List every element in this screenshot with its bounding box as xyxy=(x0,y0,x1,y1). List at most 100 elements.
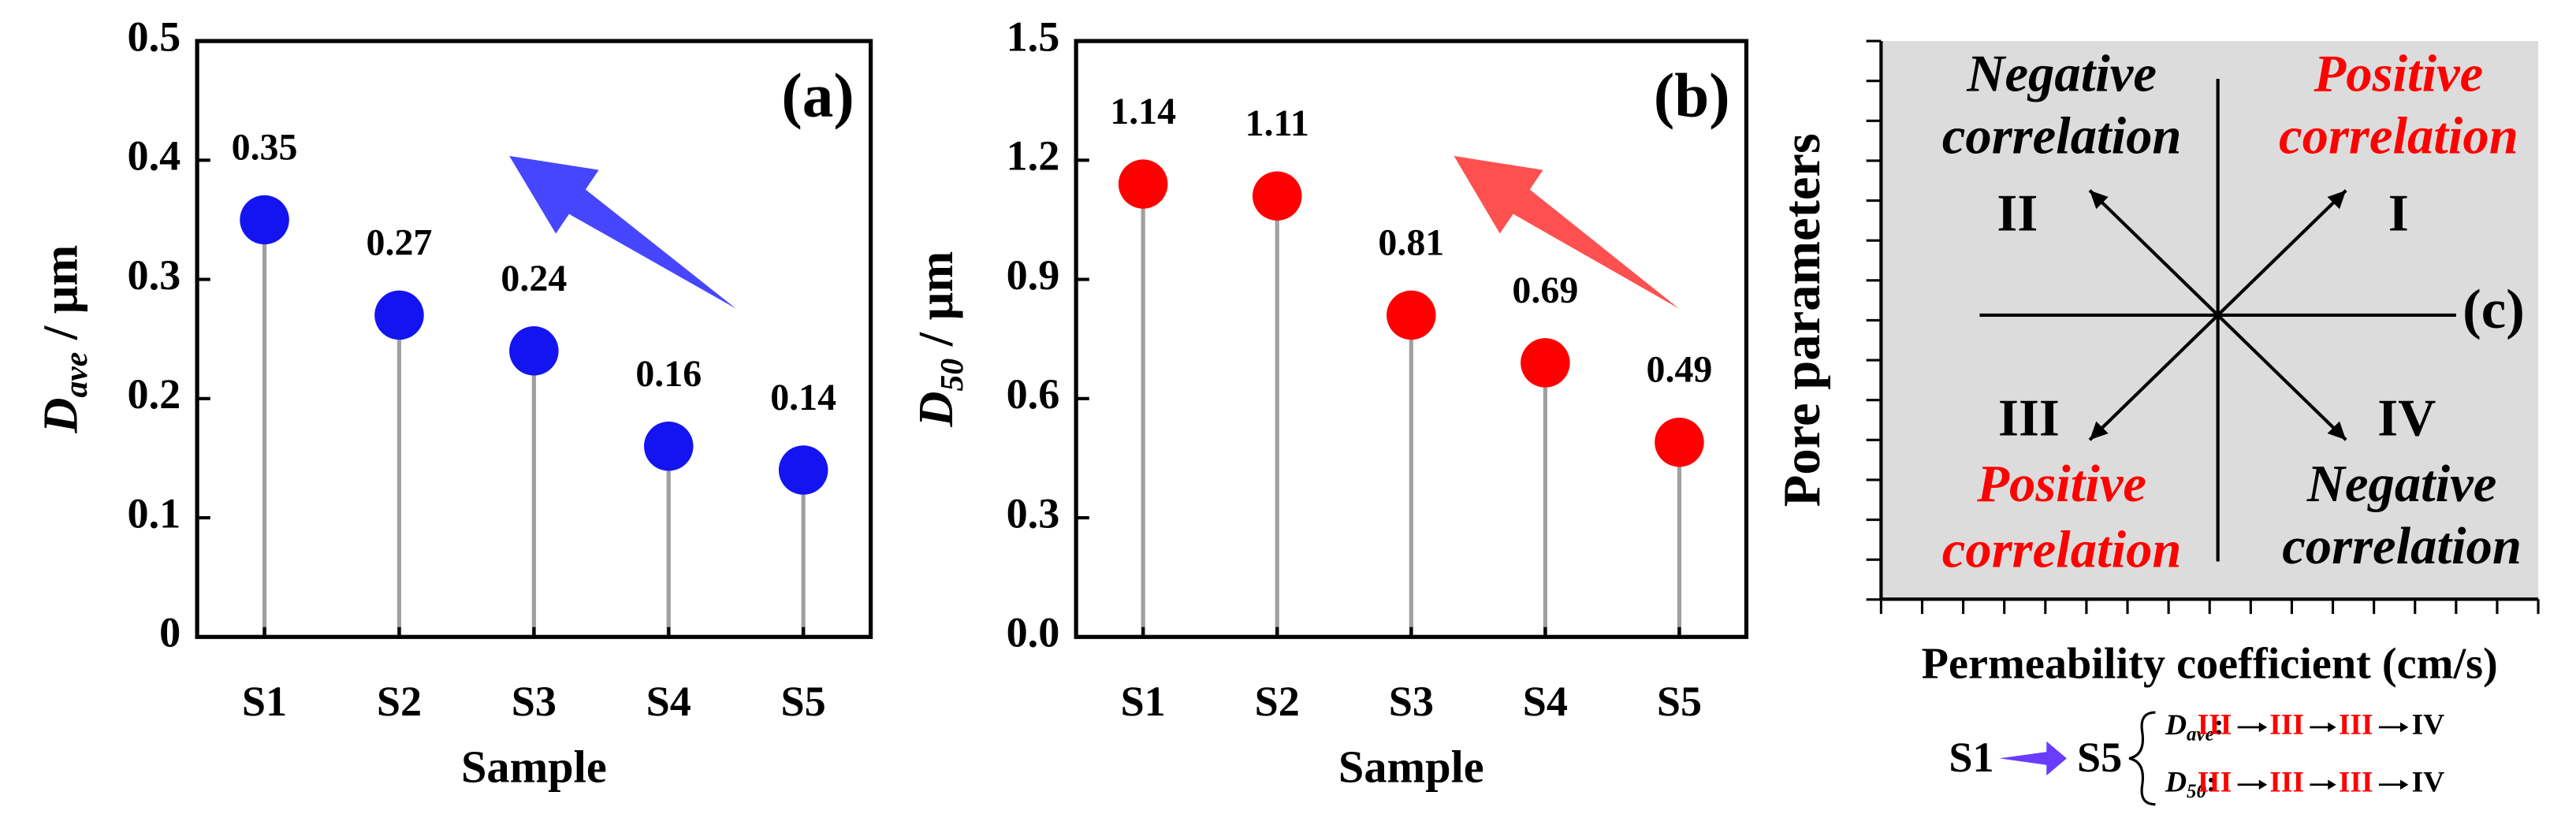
arrow xyxy=(1454,155,1680,309)
arrow-head xyxy=(2090,421,2109,441)
x-axis-title: Sample xyxy=(461,741,607,792)
x-tick-label: S5 xyxy=(1657,678,1702,725)
legend-to: S5 xyxy=(2077,734,2122,781)
arrow xyxy=(509,155,736,309)
legend-stage: III xyxy=(2198,766,2232,798)
diag-arrow xyxy=(2088,189,2220,317)
value-label: 0.35 xyxy=(232,126,298,168)
quadrant-label: correlation xyxy=(1942,107,2182,165)
x-axis-title: Sample xyxy=(1338,741,1484,792)
value-label: 0.49 xyxy=(1647,349,1713,391)
quadrant-label: Negative xyxy=(2306,455,2497,513)
x-tick-label: S3 xyxy=(1389,678,1434,725)
legend-stage: IV xyxy=(2412,766,2445,798)
x-tick-label: S2 xyxy=(377,678,422,725)
arrow-head xyxy=(2327,190,2347,210)
legend-stage: III xyxy=(2269,766,2304,798)
y-axis-title: D50 / μm xyxy=(909,251,970,428)
legend-arrow-head xyxy=(2399,779,2409,790)
y-tick-label: 0.2 xyxy=(128,370,181,418)
y-tick-label: 0.4 xyxy=(128,132,181,180)
marker xyxy=(240,195,289,245)
y-tick-label: 0.3 xyxy=(1007,489,1060,537)
y-axis-symbol: D xyxy=(33,398,88,434)
value-label: 1.11 xyxy=(1245,102,1309,144)
y-axis-unit: / μm xyxy=(909,251,964,359)
marker xyxy=(778,445,828,495)
value-label: 0.81 xyxy=(1378,221,1444,263)
legend-arrow-head xyxy=(2258,722,2268,733)
quadrant-numeral: IV xyxy=(2377,390,2436,448)
diagram-box xyxy=(1881,41,2539,600)
arrow-head xyxy=(2090,190,2109,210)
arrow xyxy=(1999,741,2067,776)
legend-separator: : xyxy=(2214,708,2224,741)
y-tick-label: 1.5 xyxy=(1007,13,1060,61)
y-tick-label: 0.1 xyxy=(128,489,181,537)
panel-label: (c) xyxy=(2462,279,2525,340)
y-tick-label: 0.6 xyxy=(1007,370,1060,418)
legend-symbol: D xyxy=(2165,766,2187,798)
value-label: 0.24 xyxy=(501,258,567,299)
legend-subscript: ave xyxy=(2187,723,2214,745)
x-tick-label: S3 xyxy=(512,678,557,725)
quadrant-label: Positive xyxy=(1976,455,2146,513)
marker xyxy=(1252,171,1302,221)
value-label: 1.14 xyxy=(1110,91,1176,132)
legend-arrow-head xyxy=(2399,722,2409,733)
x-axis-title: Permeability coefficient (cm/s) xyxy=(1922,640,2498,689)
plot-frame xyxy=(195,39,873,639)
quadrant-label: Positive xyxy=(2314,45,2484,102)
quadrant-label: correlation xyxy=(2282,518,2522,575)
legend-from: S1 xyxy=(1949,734,1993,781)
legend-arrow-head xyxy=(2328,722,2336,733)
marker xyxy=(509,326,559,376)
quadrant-label: correlation xyxy=(2279,107,2518,165)
y-axis-symbol: D xyxy=(909,391,964,427)
y-tick-label: 0.0 xyxy=(1007,609,1060,656)
quadrant-label: Negative xyxy=(1966,45,2157,102)
marker xyxy=(1118,159,1168,209)
legend-separator: : xyxy=(2206,766,2217,798)
legend-symbol: D xyxy=(2165,708,2187,741)
value-label: 0.27 xyxy=(367,221,433,263)
value-label: 0.14 xyxy=(770,377,836,418)
y-axis-title: Dave / μm xyxy=(33,245,95,434)
legend-stage: III xyxy=(2339,708,2373,741)
marker xyxy=(644,422,694,471)
y-axis-subscript: 50 xyxy=(933,359,970,392)
marker xyxy=(1387,290,1436,340)
x-tick-label: S4 xyxy=(1523,678,1568,725)
diag-arrow xyxy=(2217,314,2347,441)
legend-row-label: Dave: xyxy=(2165,708,2224,745)
legend-arrow-head xyxy=(2328,779,2336,790)
legend-row-label: D50: xyxy=(2165,766,2217,802)
legend-arrow-head xyxy=(2258,779,2268,790)
x-tick-label: S1 xyxy=(1121,678,1166,725)
legend-stage: III xyxy=(2339,766,2373,798)
marker xyxy=(1521,338,1570,388)
diag-arrow xyxy=(2217,189,2347,317)
y-axis-unit: / μm xyxy=(33,245,88,352)
quadrant-label: correlation xyxy=(1942,521,2182,578)
brace xyxy=(2128,711,2156,806)
y-tick-label: 0.3 xyxy=(128,251,181,299)
x-tick-label: S1 xyxy=(242,678,287,725)
marker xyxy=(374,290,424,340)
quadrant-numeral: II xyxy=(1997,184,2038,242)
y-tick-label: 0.9 xyxy=(1007,251,1060,299)
quadrant-numeral: I xyxy=(2388,184,2409,242)
y-axis-title: Pore parameters xyxy=(1774,133,1831,507)
quadrant-numeral: III xyxy=(1998,390,2060,448)
x-tick-label: S2 xyxy=(1255,678,1300,725)
marker xyxy=(1655,417,1704,467)
legend-subscript: 50 xyxy=(2187,781,2207,802)
y-tick-label: 1.2 xyxy=(1007,132,1060,180)
y-axis-subscript: ave xyxy=(58,352,95,398)
y-tick-label: 0 xyxy=(159,609,181,656)
panel-label: (b) xyxy=(1654,61,1730,130)
legend-stage: III xyxy=(2198,708,2232,741)
diag-arrow xyxy=(2088,314,2220,441)
plot-frame xyxy=(1074,39,1749,639)
y-tick-label: 0.5 xyxy=(128,13,181,61)
